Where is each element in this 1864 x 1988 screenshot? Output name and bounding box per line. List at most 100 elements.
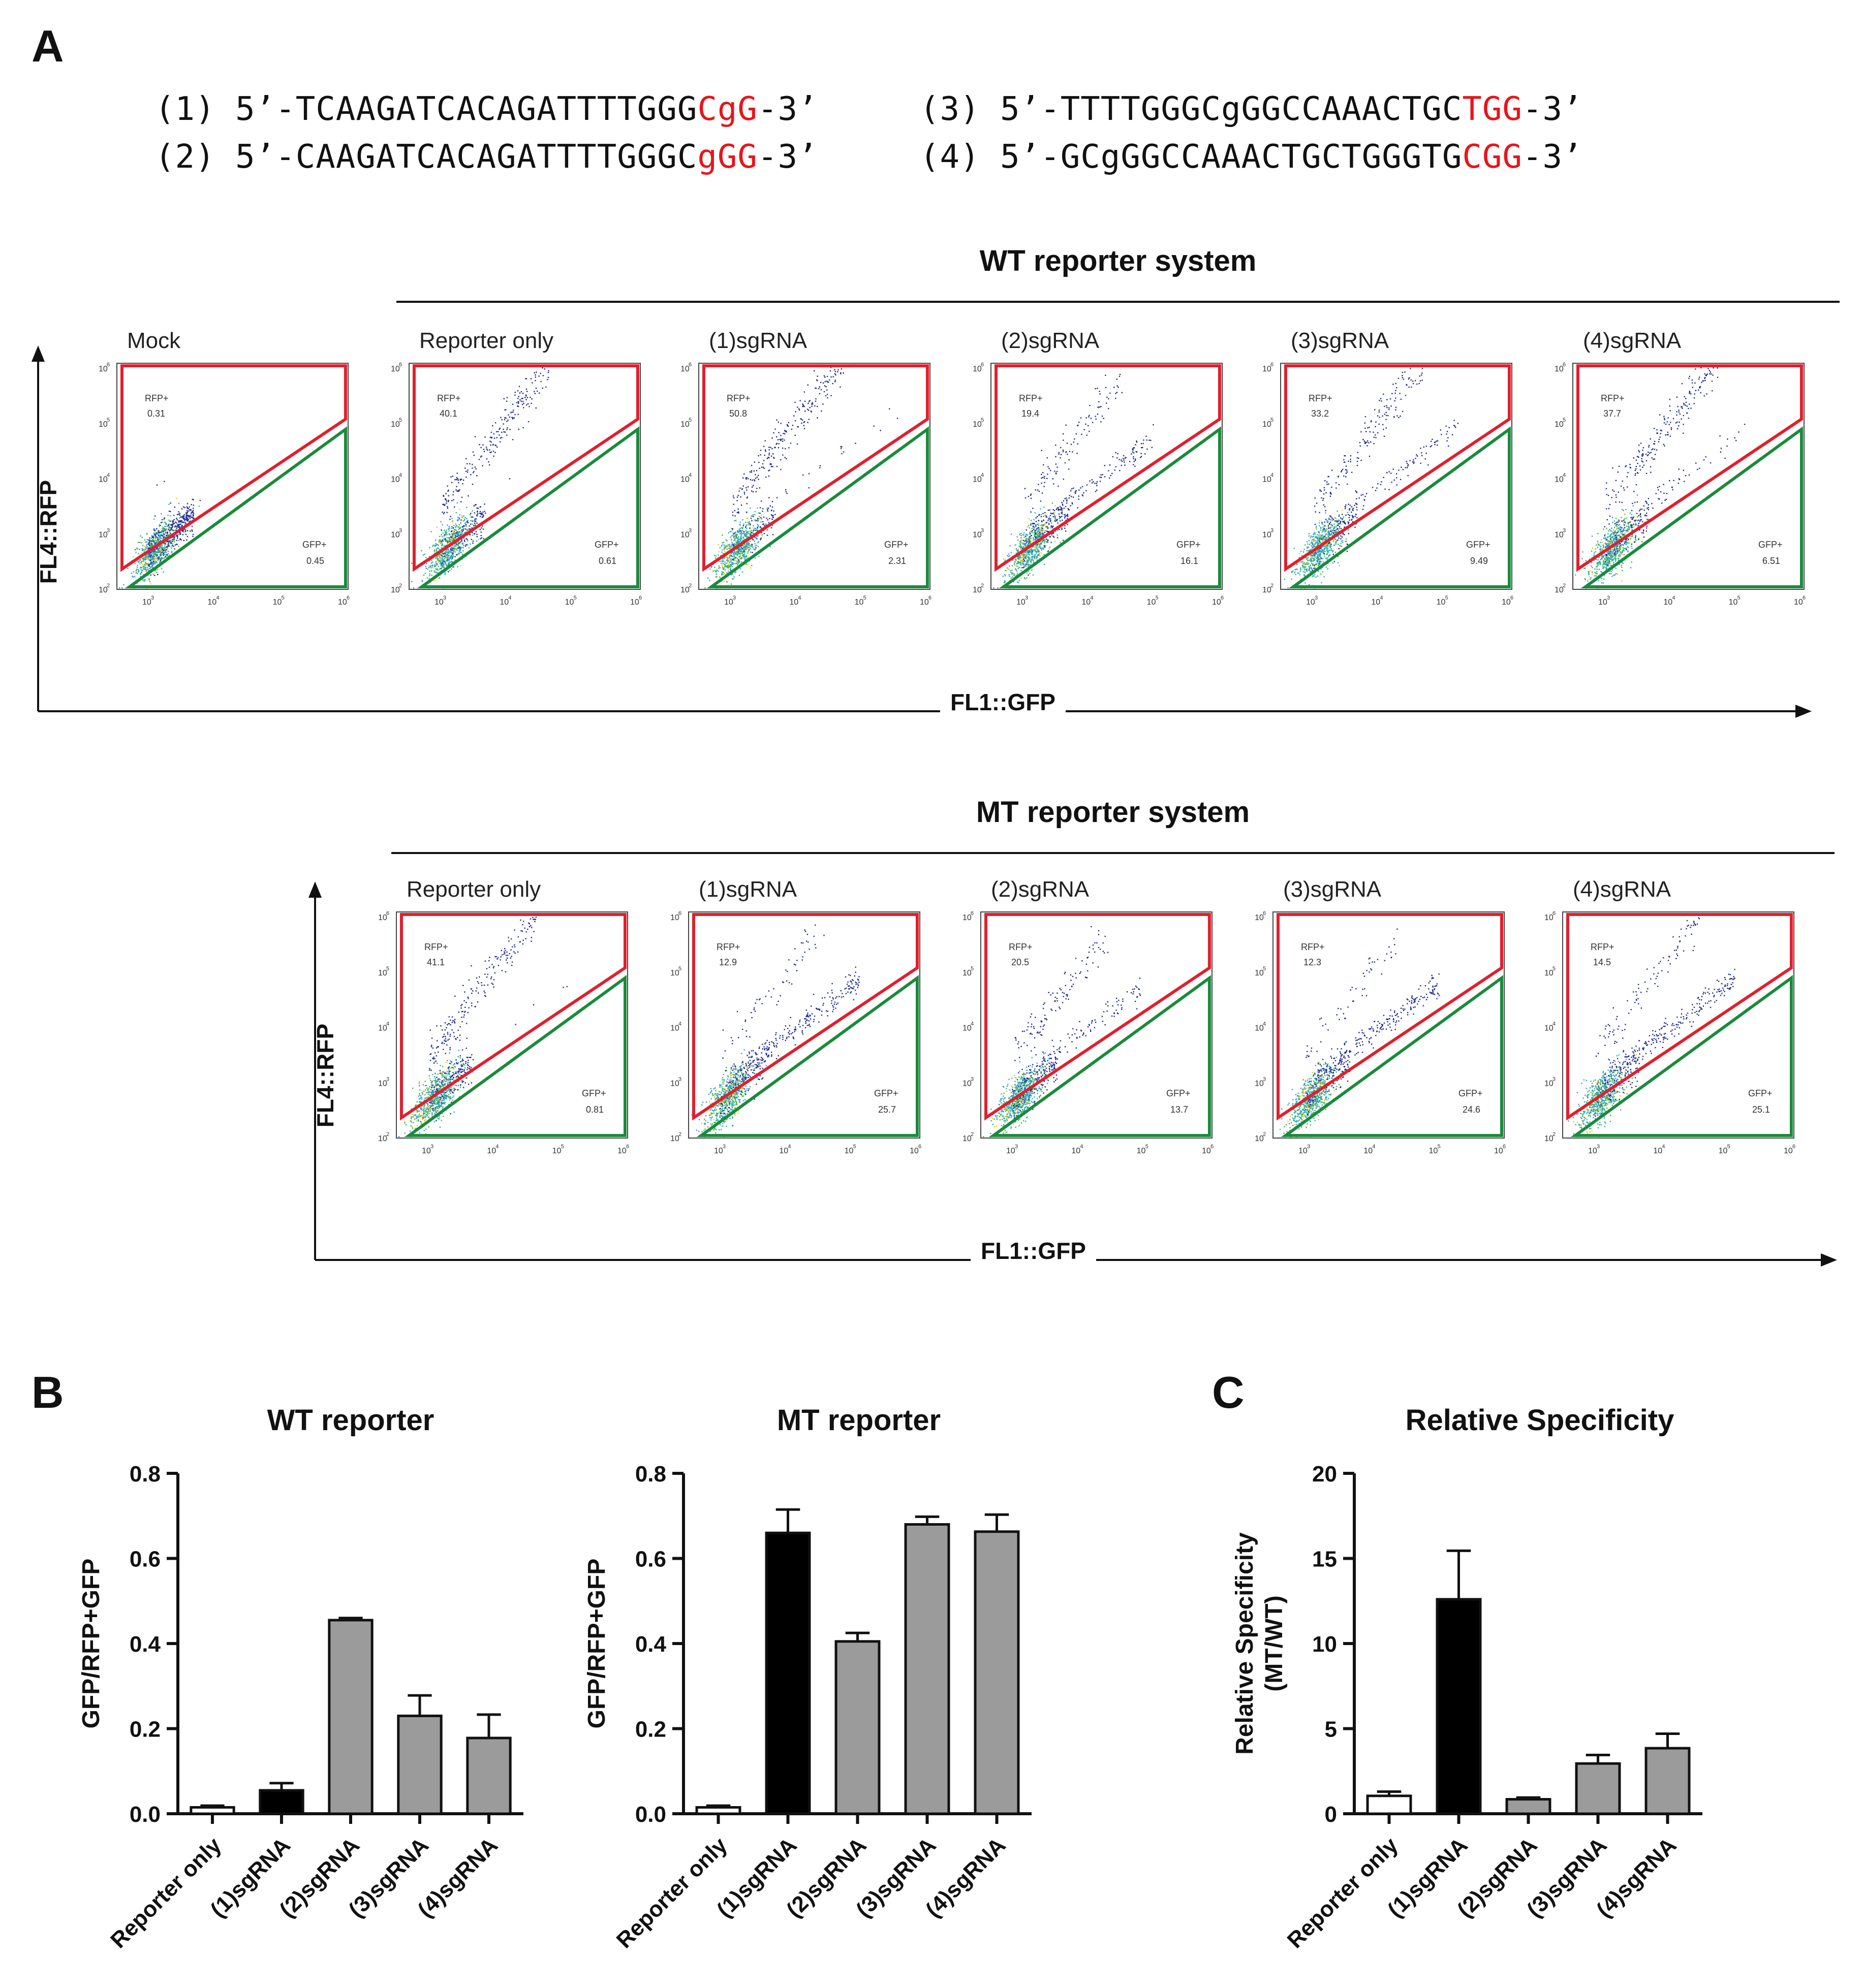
x-tick-exponent: 6 xyxy=(347,595,350,601)
y-tick-label: 10 xyxy=(973,530,982,539)
rfp-gate-label: RFP+ xyxy=(437,393,461,403)
y-tick-exponent: 2 xyxy=(399,583,402,589)
rfp-gate-label: RFP+ xyxy=(145,393,169,403)
y-tick-label: 0.8 xyxy=(130,1462,161,1487)
y-tick-label: 10 xyxy=(1255,969,1264,977)
y-tick-exponent: 4 xyxy=(971,1021,974,1027)
y-tick-exponent: 5 xyxy=(981,417,984,423)
y-tick-label: 10 xyxy=(680,476,690,484)
gfp-gate xyxy=(706,426,929,588)
y-tick-exponent: 4 xyxy=(1263,1021,1266,1027)
flow-plot-frame xyxy=(396,911,628,1139)
rfp-gate-value: 19.4 xyxy=(1021,408,1039,419)
x-tick-label: 10 xyxy=(338,598,347,607)
pam-2: gGG xyxy=(697,138,758,176)
x-tick-label: 10 xyxy=(1363,1147,1373,1155)
x-tick-exponent: 4 xyxy=(1080,1144,1083,1150)
x-tick-label: 10 xyxy=(1016,598,1026,607)
bar-1 xyxy=(190,1806,235,1815)
y-tick-exponent: 2 xyxy=(981,583,984,589)
gfp-gate-label: GFP+ xyxy=(595,540,619,550)
pam-4: CGG xyxy=(1462,138,1523,176)
gfp-gate xyxy=(404,975,627,1137)
x-tick-exponent: 4 xyxy=(1372,1144,1375,1150)
x-tick-exponent: 5 xyxy=(561,1144,564,1150)
bar-1 xyxy=(695,1806,741,1815)
rfp-gate xyxy=(1566,913,1793,1121)
flow-plot-title: (4)sgRNA xyxy=(1573,877,1671,902)
gfp-gate-value: 0.61 xyxy=(599,556,616,566)
y-tick-label: 10 xyxy=(962,969,972,977)
rfp-gate-label: RFP+ xyxy=(1009,942,1033,952)
x-tick-label: 10 xyxy=(1071,1147,1080,1155)
y-tick-label: 0.0 xyxy=(635,1802,666,1827)
x-tick-label: 10 xyxy=(714,1147,723,1155)
y-tick-label: 10 xyxy=(378,969,387,977)
y-tick-label: 10 xyxy=(1312,1632,1337,1657)
x-tick-label: 10 xyxy=(422,1147,431,1155)
panel-a-label: A xyxy=(32,21,64,71)
x-tick-exponent: 3 xyxy=(1607,595,1610,601)
x-tick-label: 10 xyxy=(910,1147,919,1155)
y-tick-label: 10 xyxy=(1262,365,1271,373)
x-tick-label: 10 xyxy=(1784,1147,1793,1155)
x-tick-exponent: 6 xyxy=(1503,1144,1506,1150)
y-tick-label: 10 xyxy=(1255,1134,1264,1143)
y-tick-label: 10 xyxy=(99,420,108,429)
x-tick-label: 10 xyxy=(500,598,509,607)
gfp-gate-value: 25.1 xyxy=(1752,1105,1770,1115)
y-tick-label: 10 xyxy=(670,969,679,977)
y-tick-label: 10 xyxy=(680,530,690,539)
x-tick-label: 10 xyxy=(724,598,733,607)
y-tick-exponent: 2 xyxy=(1263,1131,1266,1138)
rfp-gate-value: 12.3 xyxy=(1303,957,1321,967)
y-tick-label: 0.8 xyxy=(635,1462,666,1487)
y-tick-exponent: 4 xyxy=(399,472,402,479)
x-tick-label: 10 xyxy=(434,598,444,607)
y-tick-exponent: 5 xyxy=(107,417,110,423)
y-tick-label: 10 xyxy=(962,1134,972,1143)
x-tick-exponent: 6 xyxy=(928,595,931,601)
y-tick-exponent: 6 xyxy=(107,362,110,368)
y-tick-exponent: 2 xyxy=(1552,1131,1556,1138)
y-axis-label: Relative Specificity xyxy=(1231,1532,1258,1755)
y-tick-exponent: 3 xyxy=(981,527,984,533)
y-tick-exponent: 5 xyxy=(689,417,692,423)
gfp-gate-value: 0.81 xyxy=(586,1105,604,1115)
y-tick-label: 10 xyxy=(962,1024,972,1033)
y-tick-label: 10 xyxy=(391,365,400,373)
y-tick-label: 10 xyxy=(973,420,982,429)
flow-events xyxy=(398,914,568,1138)
y-tick-label: 0 xyxy=(1325,1802,1337,1827)
gfp-gate-label: GFP+ xyxy=(884,540,909,550)
x-tick-exponent: 4 xyxy=(495,1144,499,1150)
y-tick-label: 10 xyxy=(680,365,690,373)
mt-system-rule xyxy=(391,852,1835,854)
x-tick-label: 10 xyxy=(1494,1147,1503,1155)
gfp-gate-value: 16.1 xyxy=(1180,556,1198,566)
x-tick-label: Reporter only xyxy=(1283,1833,1403,1953)
y-tick-exponent: 5 xyxy=(678,966,681,972)
x-tick-exponent: 3 xyxy=(723,1144,726,1150)
x-tick-exponent: 4 xyxy=(798,595,801,601)
flow-plot-title: (4)sgRNA xyxy=(1583,328,1682,353)
flow-plot-frame xyxy=(1562,911,1794,1139)
y-tick-label: 10 xyxy=(1555,476,1564,484)
y-tick-label: 10 xyxy=(1544,969,1554,977)
rfp-gate-value: 41.1 xyxy=(427,957,445,967)
sequence-4: (4) 5’-GCgGGCCAAACTGCTGGGTGCGG-3’ xyxy=(920,138,1583,176)
y-tick-label: 10 xyxy=(378,1134,387,1143)
y-tick-label: 10 xyxy=(1555,365,1564,373)
rfp-gate-value: 37.7 xyxy=(1603,408,1621,419)
x-tick-exponent: 3 xyxy=(430,1144,433,1150)
x-tick-label: 10 xyxy=(207,598,216,607)
x-tick-label: 10 xyxy=(1298,1147,1308,1155)
y-tick-exponent: 2 xyxy=(1563,583,1566,589)
rfp-gate xyxy=(692,913,919,1121)
x-tick-exponent: 6 xyxy=(1792,1144,1795,1150)
y-tick-label: 0.6 xyxy=(635,1547,666,1572)
y-tick-exponent: 5 xyxy=(1563,417,1566,423)
